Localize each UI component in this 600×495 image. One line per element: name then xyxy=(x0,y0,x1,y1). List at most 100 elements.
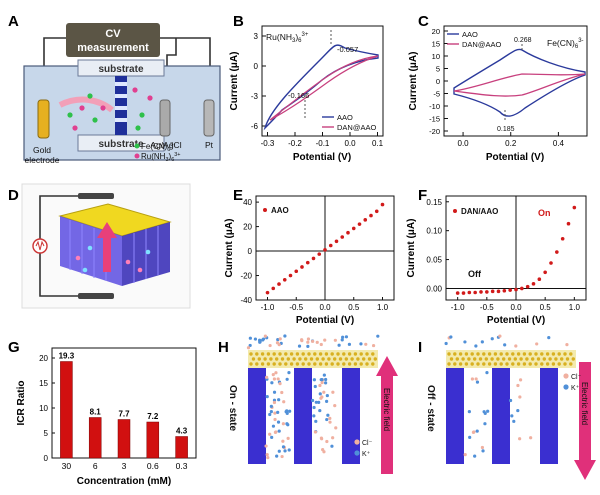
dan-molecule xyxy=(563,362,566,365)
ion-particle xyxy=(529,436,532,439)
dan-molecule xyxy=(298,357,301,360)
ion-particle xyxy=(565,343,568,346)
ion-particle xyxy=(318,409,321,412)
dan-molecule xyxy=(348,362,351,365)
dan-molecule xyxy=(502,357,505,360)
ion-particle xyxy=(273,401,276,404)
data-point-f xyxy=(561,237,565,241)
cl-marker-i xyxy=(563,373,568,378)
cv-label: CV xyxy=(105,28,121,40)
dan-molecule xyxy=(307,352,310,355)
ion-particle xyxy=(463,340,466,343)
data-point-e xyxy=(283,278,287,282)
cv-label-2: measurement xyxy=(77,42,149,54)
panel-i: I Off - state Electric field Cl⁻ K⁺ xyxy=(418,335,596,480)
k-label-h: K⁺ xyxy=(362,451,371,458)
panel-e: E -1.0 -0.5 0.0 0.5 1.040200-20-40 AAO Poten… xyxy=(224,187,394,326)
ion-particle xyxy=(503,343,506,346)
dan-molecule xyxy=(546,362,549,365)
data-point-f xyxy=(491,290,495,294)
ion-particle xyxy=(268,413,271,416)
ion-particle xyxy=(510,414,513,417)
ion-particle xyxy=(333,404,336,407)
data-point-f xyxy=(520,287,524,291)
ion-particle xyxy=(481,446,484,449)
dan-molecule xyxy=(362,357,365,360)
dan-molecule xyxy=(252,357,255,360)
x-tick-label-g: 6 xyxy=(93,461,98,471)
bar-value-label-g: 4.3 xyxy=(176,427,188,436)
dan-molecule xyxy=(517,362,520,365)
data-point-e xyxy=(312,257,316,261)
gold-label-2: electrode xyxy=(25,155,60,165)
data-point-f xyxy=(456,291,460,295)
dan-molecule xyxy=(310,357,313,360)
data-point-f xyxy=(567,222,571,226)
ion-particle xyxy=(326,414,329,417)
dan-molecule xyxy=(371,362,374,365)
ion-particle xyxy=(274,431,277,434)
ion-particle xyxy=(324,378,327,381)
dan-molecule xyxy=(258,357,261,360)
ion-particle xyxy=(483,410,486,413)
y-tick-label-g: 20 xyxy=(39,354,48,363)
ion-particle xyxy=(516,384,519,387)
data-point-f xyxy=(549,261,553,265)
ion-particle xyxy=(322,391,325,394)
ion-particle xyxy=(516,409,519,412)
dan-molecule xyxy=(348,352,351,355)
data-point-f xyxy=(485,290,489,294)
data-point-e xyxy=(289,274,293,278)
dan-layer-i xyxy=(446,350,576,368)
x-tick-label-b: -0.2 xyxy=(288,139,302,148)
dan-molecule xyxy=(505,362,508,365)
legend-c-dan: DAN@AAO xyxy=(462,40,501,49)
ion-particle xyxy=(314,430,317,433)
dan-molecule xyxy=(354,362,357,365)
dan-molecule xyxy=(525,357,528,360)
ion-particle xyxy=(273,377,276,380)
species-label-b: Ru(NH3)63+ xyxy=(266,32,309,44)
fe-legend-marker xyxy=(135,144,140,149)
ion-particle xyxy=(328,417,331,420)
ion-particle xyxy=(321,381,324,384)
ion-particle xyxy=(311,399,314,402)
y-tick-label-c: 20 xyxy=(432,27,440,36)
ion-particle xyxy=(334,426,337,429)
ion-particle xyxy=(266,395,269,398)
panel-f: F -1.0 -0.5 0.0 0.5 1.0 0.15 0.10 0.05 0.00 DAN/… xyxy=(406,187,586,326)
x-tick-label-e: -0.5 xyxy=(289,303,303,312)
ion-particle xyxy=(331,391,334,394)
dan-molecule xyxy=(459,362,462,365)
ion-particle xyxy=(281,440,284,443)
ion-particle xyxy=(283,449,286,452)
dan-molecule xyxy=(453,352,456,355)
x-tick-label-e: -1.0 xyxy=(261,303,275,312)
dan-molecule xyxy=(371,352,374,355)
dan-molecule xyxy=(336,352,339,355)
x-tick-label-f: 1.0 xyxy=(569,303,581,312)
dan-molecule xyxy=(482,362,485,365)
ion-particle xyxy=(270,381,273,384)
dan-molecule xyxy=(331,362,334,365)
pore-wall-i2 xyxy=(492,368,510,464)
panel-b-xlabel: Potential (V) xyxy=(293,152,351,163)
ru-legend-marker xyxy=(135,154,140,159)
dan-layer-h xyxy=(248,350,378,368)
ion-particle xyxy=(277,377,280,380)
ion-particle xyxy=(321,448,324,451)
dan-molecule xyxy=(531,357,534,360)
dan-molecule xyxy=(517,352,520,355)
state-label-h: On - state xyxy=(227,385,238,432)
ion-particle xyxy=(270,405,273,408)
dan-molecule xyxy=(523,362,526,365)
ion-particle xyxy=(475,377,478,380)
x-tick-label-g: 0.6 xyxy=(147,461,159,471)
data-point-e xyxy=(300,265,304,269)
dan-molecule xyxy=(494,362,497,365)
ion-particle xyxy=(287,437,290,440)
ru-legend-text: Ru(NH3)63+ xyxy=(141,152,181,163)
y-tick-label-e: -20 xyxy=(240,272,252,281)
data-point-e xyxy=(277,282,281,286)
panel-f-axes: -1.0 -0.5 0.0 0.5 1.00.150.100.050.00 xyxy=(426,196,586,312)
